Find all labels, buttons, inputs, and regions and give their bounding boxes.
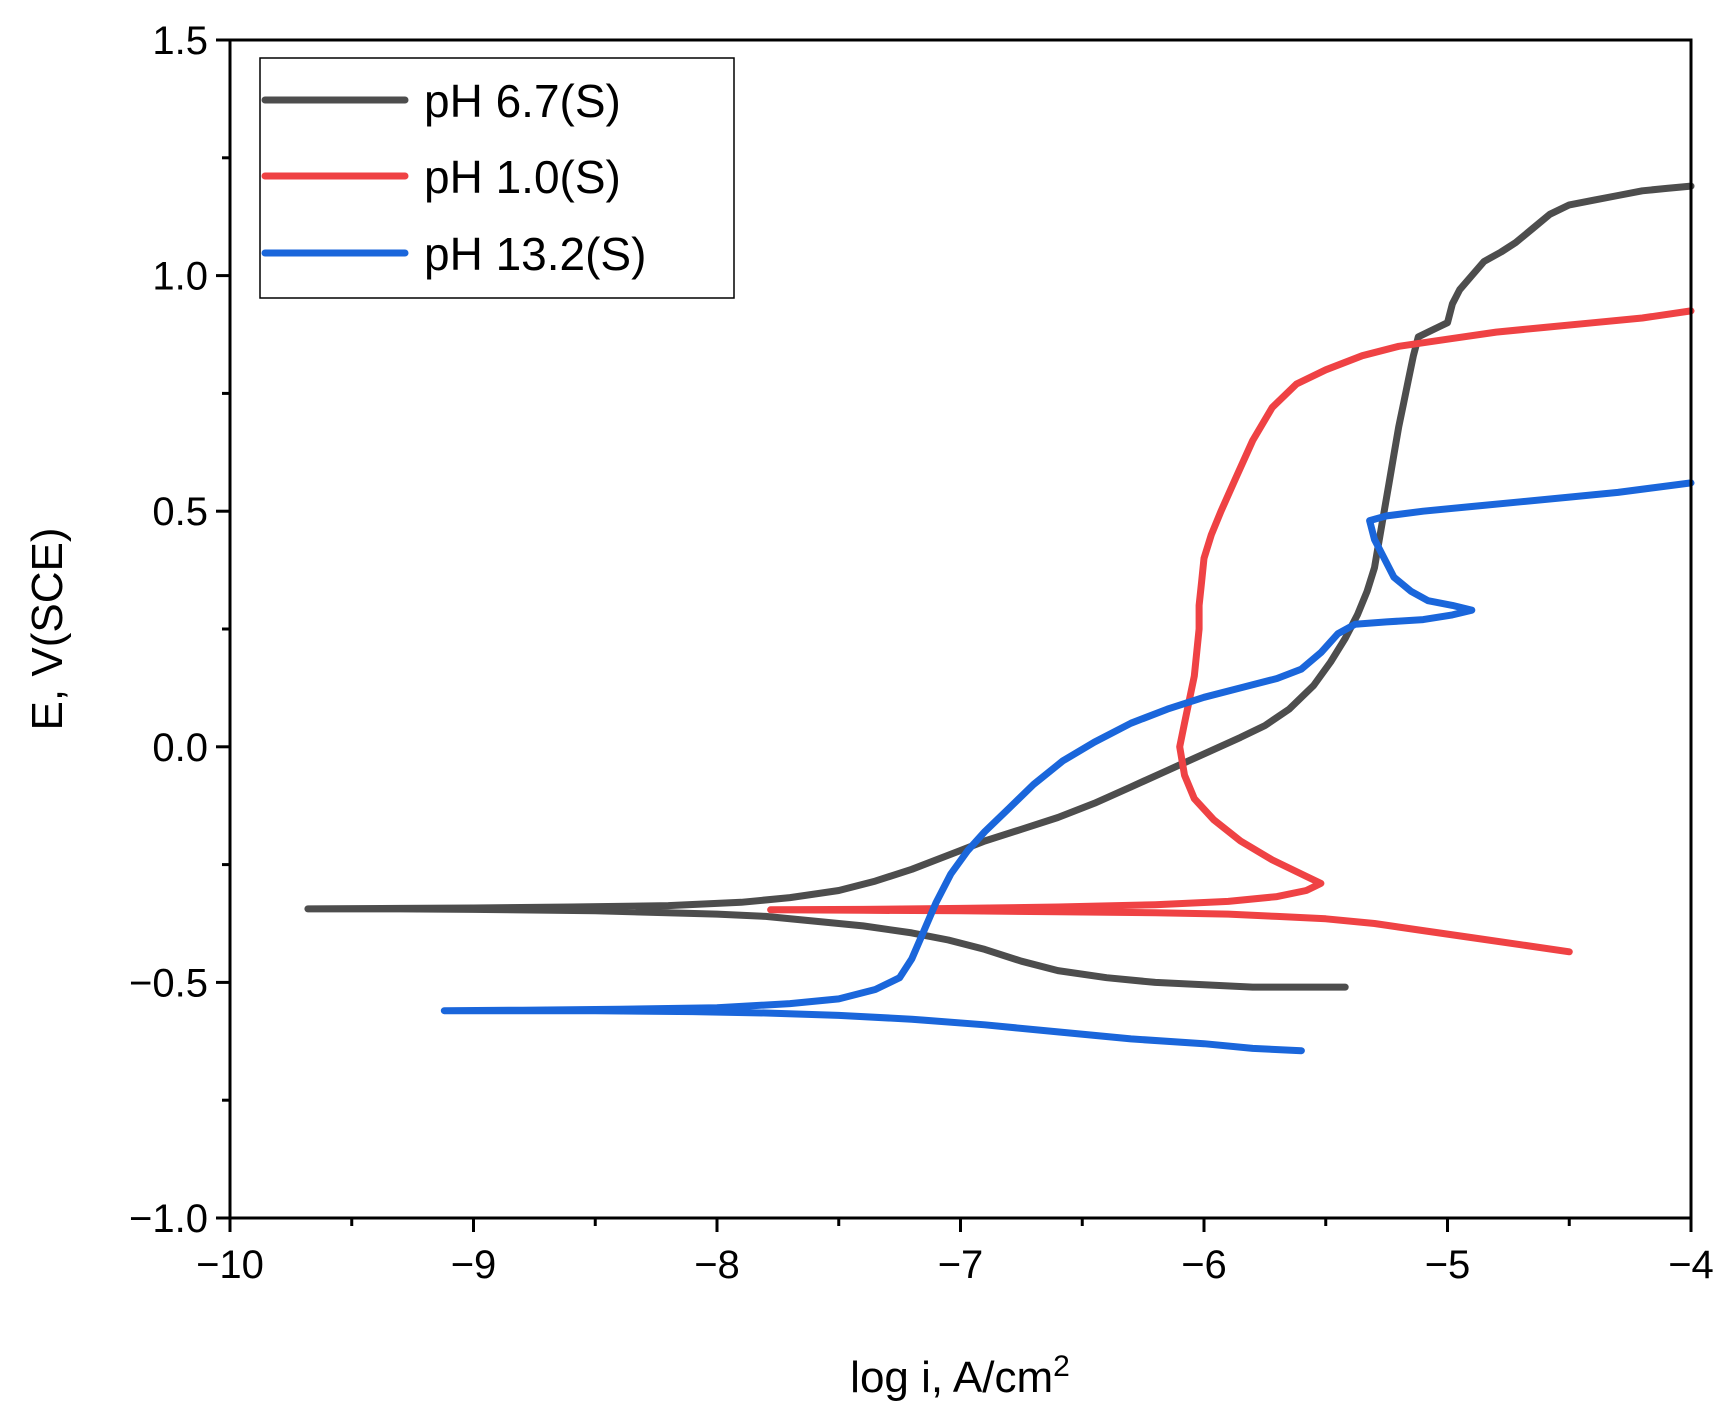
y-tick-label: 1.0	[152, 255, 208, 299]
series-line-2	[440, 479, 1695, 1055]
y-tick-label: 1.5	[152, 19, 208, 63]
x-tick-label: −10	[196, 1243, 264, 1287]
legend-label-ph10: pH 1.0(S)	[424, 151, 621, 203]
series-layer	[304, 182, 1695, 1055]
legend: pH 6.7(S) pH 1.0(S) pH 13.2(S)	[259, 57, 735, 299]
legend-label-ph67: pH 6.7(S)	[424, 75, 621, 127]
y-tick-label: −0.5	[129, 961, 208, 1005]
ticks-layer: −10 −9 −8 −7 −6 −5 −4 −1.0 −0.5 0.0 0.5 1.0 1.5	[129, 19, 1714, 1287]
x-tick-label: −4	[1668, 1243, 1714, 1287]
x-tick-label: −8	[694, 1243, 740, 1287]
x-tick-label: −9	[451, 1243, 497, 1287]
x-tick-label: −5	[1425, 1243, 1471, 1287]
y-tick-label: 0.5	[152, 490, 208, 534]
y-axis-title: E, V(SCE)	[23, 528, 72, 731]
series-line-0	[304, 182, 1695, 991]
y-tick-label: −1.0	[129, 1197, 208, 1241]
y-tick-label: 0.0	[152, 726, 208, 770]
x-axis-title: log i, A/cm2	[850, 1350, 1070, 1402]
x-tick-label: −6	[1181, 1243, 1227, 1287]
x-tick-label: −7	[938, 1243, 984, 1287]
series-line-1	[767, 307, 1695, 956]
legend-label-ph132: pH 13.2(S)	[424, 228, 646, 280]
